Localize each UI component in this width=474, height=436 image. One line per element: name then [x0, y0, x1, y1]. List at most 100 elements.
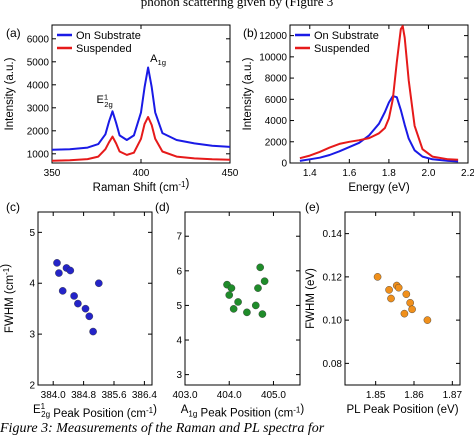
- x-tick-label: 1.85: [366, 390, 386, 401]
- y-tick-label: 4000: [265, 116, 288, 127]
- x-tick-label: 386.4: [132, 390, 157, 401]
- x-tick-label: 400: [133, 168, 150, 179]
- data-point: [225, 291, 234, 299]
- data-point: [385, 286, 393, 294]
- y-tick-label: 3: [176, 370, 182, 381]
- series-line: [51, 116, 231, 162]
- x-tick-label: 384.0: [41, 390, 66, 401]
- data-point: [254, 284, 262, 292]
- x-tick-label: 1.87: [443, 390, 463, 401]
- x-axis-label: PL Peak Position (eV): [346, 404, 458, 416]
- data-point: [53, 259, 61, 267]
- data-point: [408, 305, 416, 314]
- data-point: [400, 309, 409, 318]
- data-point: [260, 277, 269, 286]
- panel-label: (a): [6, 26, 21, 40]
- text-above: phonon scattering given by (Figure 3: [140, 0, 334, 9]
- data-point: [394, 283, 403, 292]
- data-point: [387, 294, 395, 303]
- data-point: [251, 301, 260, 310]
- data-point: [373, 273, 382, 281]
- y-tick-label: 2000: [265, 137, 288, 148]
- y-tick-label: 5000: [27, 57, 50, 68]
- panel-d: (d) 403.0 404.0 405.0 3 4 5 6 7 A1g Peak Position…: [155, 200, 304, 419]
- x-tick-label: 404.0: [217, 390, 242, 401]
- y-tick-label: 7: [176, 232, 182, 243]
- x-axis-label: Raman Shift (cm-1): [93, 178, 190, 194]
- data-point: [234, 298, 242, 306]
- x-tick-label: 2.2: [461, 168, 474, 179]
- legend-label: Suspended: [314, 43, 370, 55]
- data-point: [70, 292, 78, 300]
- x-tick-label: 405.0: [261, 390, 286, 401]
- x-tick-label: 384.8: [71, 390, 96, 401]
- y-tick-label: 12000: [259, 31, 287, 42]
- x-axis-label: A1g Peak Position (cm-1): [181, 403, 305, 419]
- y-tick-label: 5: [29, 228, 35, 239]
- data-point: [66, 266, 75, 275]
- y-tick-label: 6000: [27, 34, 50, 45]
- legend-label: Suspended: [76, 43, 132, 55]
- plot-frame: [344, 211, 461, 386]
- y-tick-label: 0.12: [323, 272, 343, 283]
- y-tick-label: 3000: [27, 103, 50, 114]
- y-tick-label: 4000: [27, 80, 50, 91]
- y-tick-label: 4: [176, 336, 182, 347]
- y-axis-label: FWHM (cm-1): [0, 264, 16, 333]
- peak-annotation: A1g: [150, 53, 166, 67]
- y-tick-label: 0.10: [323, 316, 343, 327]
- y-axis-label: Intensity (a.u.): [242, 57, 254, 130]
- plot-frame: [37, 211, 153, 386]
- panel-c: (c) 384.0 384.8 385.6 386.4 2 3 4 5 E1 2g Peak Pos…: [0, 200, 157, 420]
- data-point: [229, 305, 238, 313]
- series-line: [299, 95, 459, 163]
- y-tick-label: 1000: [27, 149, 50, 160]
- data-point: [406, 299, 414, 307]
- data-point: [243, 308, 251, 317]
- y-axis-label: Intensity (a.u.): [4, 57, 16, 130]
- x-tick-label: 2.0: [421, 168, 435, 179]
- x-tick-label: 1.86: [404, 390, 424, 401]
- x-tick-label: 450: [222, 168, 239, 179]
- data-point: [58, 287, 67, 295]
- data-point: [402, 290, 411, 298]
- y-tick-label: 6: [176, 266, 182, 277]
- x-tick-label: 350: [44, 168, 61, 179]
- y-tick-label: 3: [29, 330, 35, 341]
- data-point: [55, 269, 63, 277]
- y-tick-label: 0: [281, 159, 287, 170]
- data-point: [89, 327, 97, 336]
- y-tick-label: 2: [29, 381, 35, 392]
- panel-label: (c): [6, 200, 20, 214]
- data-point: [85, 312, 94, 321]
- y-tick-label: 2000: [27, 126, 50, 137]
- plot-frame: [289, 24, 469, 164]
- legend-label: On Substrate: [76, 30, 141, 42]
- y-tick-label: 8000: [265, 74, 288, 85]
- x-tick-label: 1.4: [303, 168, 317, 179]
- y-tick-label: 0.14: [323, 229, 343, 240]
- y-axis-label: FWHM (eV): [305, 268, 317, 329]
- x-tick-label: 385.6: [101, 390, 126, 401]
- x-tick-label: 403.0: [172, 390, 197, 401]
- series-line: [51, 66, 231, 151]
- panel-label: (d): [155, 200, 170, 214]
- series-line: [299, 25, 459, 161]
- legend-label: On Substrate: [314, 30, 379, 42]
- figure-caption: Figure 3: Measurements of the Raman and …: [0, 421, 325, 436]
- data-point: [258, 310, 267, 318]
- y-tick-label: 10000: [259, 52, 287, 63]
- x-axis-label: Energy (eV): [348, 182, 410, 194]
- x-tick-label: 1.8: [382, 168, 396, 179]
- data-point: [95, 279, 103, 288]
- data-point: [423, 316, 432, 324]
- y-tick-label: 6000: [265, 95, 288, 106]
- data-point: [256, 263, 264, 272]
- panel-b: (b) 1.4 1.6 1.8 2.0 2.2 0 2000 4000 6000 8000 10000…: [242, 24, 474, 194]
- panel-label: (b): [243, 26, 258, 40]
- data-point: [74, 299, 82, 308]
- x-tick-label: 1.6: [342, 168, 356, 179]
- x-axis-label: E1 2g Peak Position (cm-1): [33, 402, 157, 420]
- y-tick-label: 0.08: [323, 359, 343, 370]
